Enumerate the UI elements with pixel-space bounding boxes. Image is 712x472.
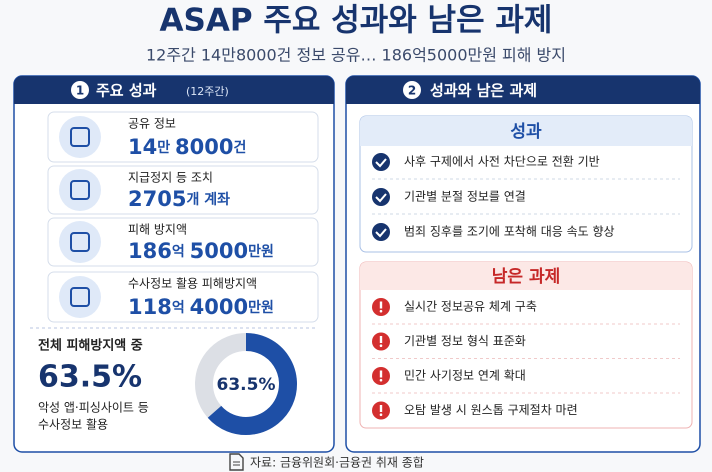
stat-value-part: 2705: [128, 187, 186, 211]
check-icon: [372, 223, 390, 241]
stat-label: 수사정보 활용 피해방지액: [128, 277, 257, 291]
check-mark: [375, 228, 387, 238]
achievements-header: [360, 116, 692, 146]
achievements-title: 성과: [510, 122, 542, 142]
alert-mark: [379, 301, 383, 309]
badge-circle: [403, 81, 421, 99]
stat-icon-glyph: [70, 232, 90, 252]
share-note: 악성 앱·피싱사이트 등: [38, 401, 149, 415]
remaining-item: 실시간 정보공유 체계 구축: [404, 300, 537, 314]
remaining-item: 오탐 발생 시 원스톱 구제절차 마련: [404, 403, 578, 417]
alert-dot: [379, 378, 383, 382]
stat-value-part: 186: [128, 239, 172, 263]
share-label: 전체 피해방지액 중: [38, 338, 143, 354]
stat-value-part: 8000: [175, 135, 233, 159]
alert-mark: [379, 370, 383, 378]
right-title: 성과와 남은 과제: [430, 82, 537, 100]
achievement-item: 기관별 분절 정보를 연결: [404, 190, 526, 204]
alert-dot: [379, 344, 383, 348]
stat-icon: [59, 276, 101, 318]
stat-label: 피해 방지액: [128, 223, 187, 237]
remaining-header: [360, 262, 692, 290]
stat-value-part: 5000: [190, 239, 248, 263]
stat-value-part: 억: [172, 244, 190, 260]
badge-circle: [71, 81, 89, 99]
share-value: 63.5%: [38, 360, 142, 395]
stat-value: 14만 8000건: [128, 135, 246, 159]
achievement-item: 범죄 징후를 조기에 포착해 대응 속도 향상: [404, 225, 615, 239]
remaining-item: 기관별 정보 형식 표준화: [404, 334, 526, 348]
stat-value: 186억 5000만원: [128, 239, 274, 263]
check-mark: [375, 158, 387, 168]
right-panel-header: [346, 76, 700, 104]
share-note: 수사정보 활용: [38, 418, 108, 432]
alert-dot: [379, 413, 383, 417]
alert-dot: [379, 309, 383, 313]
achievement-item: 사후 구제에서 사전 차단으로 전환 기반: [404, 155, 600, 169]
stat-icon: [59, 221, 101, 263]
stat-value: 2705개 계좌: [128, 187, 230, 211]
badge-number: 2: [408, 84, 416, 98]
document-icon: [229, 453, 244, 471]
stat-card: [47, 217, 319, 267]
stat-icon-glyph: [70, 127, 90, 147]
stat-value-part: 만원: [248, 244, 274, 260]
stat-value-part: 4000: [190, 295, 248, 319]
alert-mark: [379, 336, 383, 343]
donut-label: 63.5%: [217, 375, 276, 395]
stat-value-part: 만원: [248, 300, 274, 316]
check-icon: [372, 188, 390, 206]
left-title-note: (12주간): [186, 85, 229, 98]
stat-icon: [59, 169, 101, 211]
subtitle: 12주간 14만8000건 정보 공유… 186억5000만원 피해 방지: [146, 46, 566, 65]
title: ASAP 주요 성과와 남은 과제: [160, 3, 553, 39]
stat-value-part: 건: [233, 139, 246, 156]
badge-number: 1: [76, 84, 84, 98]
stat-label: 지급정지 등 조치: [128, 171, 213, 185]
stat-value-part: 억: [172, 300, 190, 316]
stat-card: [47, 111, 319, 163]
stat-icon-glyph: [70, 287, 90, 307]
alert-mark: [379, 405, 383, 412]
donut-segment: [207, 333, 297, 435]
remaining-title: 남은 과제: [492, 267, 560, 287]
check-icon: [372, 153, 390, 171]
stat-value-part: 14: [128, 135, 157, 159]
stat-card: [47, 165, 319, 215]
stat-icon: [59, 116, 101, 158]
stat-label: 공유 정보: [128, 117, 176, 131]
stat-value-part: 118: [128, 295, 172, 319]
stat-value: 118억 4000만원: [128, 295, 274, 319]
stat-value-part: 만: [157, 140, 175, 156]
footer-source: 자료: 금융위원회·금융권 취재 종합: [250, 456, 424, 470]
stat-card: [47, 271, 319, 323]
left-panel-header: [14, 76, 334, 104]
left-title: 주요 성과: [96, 82, 157, 100]
stat-value-part: 개 계좌: [186, 192, 230, 208]
remaining-item: 민간 사기정보 연계 확대: [404, 369, 526, 383]
check-mark: [375, 193, 387, 203]
stat-icon-glyph: [70, 180, 90, 200]
